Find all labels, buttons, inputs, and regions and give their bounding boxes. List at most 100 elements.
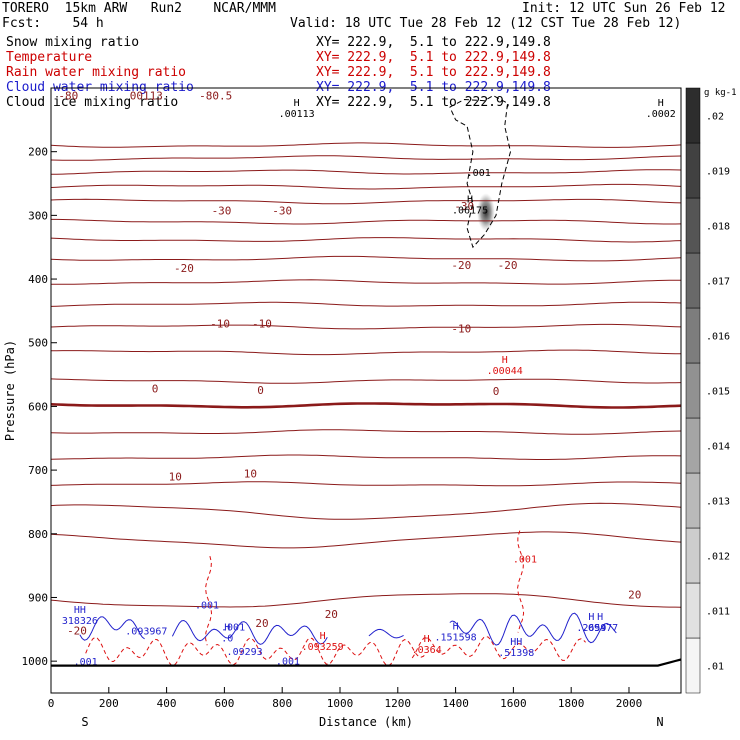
maximum-label: H <box>224 623 230 634</box>
maximum-label: H <box>467 195 473 206</box>
field-temperature-xy: XY= 222.9, 5.1 to 222.9,149.8 <box>316 50 551 65</box>
top-contour-label: 00113 <box>130 90 163 103</box>
colorbar-units: g kg-1 <box>704 88 737 98</box>
temperature-contour <box>50 349 682 356</box>
temperature-contour <box>50 481 682 487</box>
temperature-contour <box>50 402 682 409</box>
y-axis-title: Pressure (hPa) <box>3 340 17 441</box>
maximum-label: .00044 <box>487 366 523 377</box>
temperature-contour <box>50 593 682 608</box>
temperature-contour <box>50 301 682 307</box>
temperature-contour <box>50 502 682 520</box>
temperature-contour <box>50 142 682 148</box>
x-tick-label: 200 <box>99 697 119 710</box>
field-cloud-ice-xy: XY= 222.9, 5.1 to 222.9,149.8 <box>316 95 551 110</box>
temperature-label: 20 <box>628 588 641 601</box>
maximum-label: .0364 <box>412 645 442 656</box>
temperature-contour <box>50 237 682 243</box>
colorbar-segment <box>685 307 701 364</box>
maximum-label: .0002 <box>646 109 676 120</box>
maximum-label: .06175 <box>452 206 488 217</box>
colorbar-tick-label: .014 <box>706 442 730 453</box>
colorbar-tick-label: .015 <box>706 387 730 398</box>
colorbar-segment <box>685 527 701 584</box>
colorbar-segment <box>685 417 701 474</box>
maximum-label: .001 <box>513 554 537 565</box>
rain-plume <box>204 555 213 646</box>
temperature-label: 20 <box>255 617 268 630</box>
x-tick-label: 1400 <box>442 697 469 710</box>
temperature-label: -20 <box>451 259 471 272</box>
maximum-label: .151598 <box>435 632 477 643</box>
y-tick-label: 600 <box>28 400 48 413</box>
temperature-label: 10 <box>244 467 257 480</box>
header-line1-right: Init: 12 UTC Sun 26 Feb 12 <box>522 1 726 16</box>
field-rain-xy: XY= 222.9, 5.1 to 222.9,149.8 <box>316 65 551 80</box>
rain-contour <box>85 636 426 667</box>
maximum-label: HH <box>74 605 86 616</box>
colorbar-segment <box>685 582 701 639</box>
maximum-label: .001 <box>221 623 245 634</box>
x-tick-label: 1000 <box>327 697 354 710</box>
maximum-label: .2659 <box>576 623 606 634</box>
colorbar-segment <box>685 637 701 694</box>
top-contour-label: -80.5 <box>199 90 232 103</box>
temperature-contour <box>50 155 682 161</box>
temperature-label: 0 <box>257 384 264 397</box>
temperature-label: -20 <box>498 259 518 272</box>
maximum-label: 318326 <box>62 616 98 627</box>
colorbar-tick-label: .018 <box>706 222 730 233</box>
cloud-water-contour <box>368 628 404 639</box>
maximum-label: .093967 <box>125 626 167 637</box>
maximum-label: .51398 <box>498 648 534 659</box>
x-tick-label: 400 <box>157 697 177 710</box>
colorbar-segment <box>685 252 701 309</box>
header-line2-left: Fcst: 54 h <box>2 16 104 31</box>
temperature-contour <box>50 429 682 435</box>
colorbar-segment <box>685 362 701 419</box>
temperature-contour <box>50 169 682 175</box>
temperature-label: 0 <box>493 385 500 398</box>
y-tick-label: 400 <box>28 273 48 286</box>
temperature-label: 20 <box>325 608 338 621</box>
temperature-contour <box>51 218 682 225</box>
x-axis-title: Distance (km) <box>319 715 413 729</box>
temperature-label: 10 <box>169 470 182 483</box>
maximum-label: H <box>658 98 664 109</box>
maximum-label: .001 <box>74 657 98 668</box>
maximum-label: H <box>502 355 508 366</box>
colorbar-tick-label: .012 <box>706 552 730 563</box>
y-tick-label: 300 <box>28 209 48 222</box>
colorbar-segment <box>685 197 701 254</box>
maximum-label: HH <box>510 637 522 648</box>
plot-frame <box>50 87 682 694</box>
terrain-line <box>51 658 682 667</box>
maximum-label: .001 <box>195 600 219 611</box>
maximum-label: .001 <box>276 656 300 667</box>
temperature-contour <box>50 531 682 549</box>
maximum-label: H <box>320 631 326 642</box>
rain-plume <box>517 530 525 633</box>
x-tick-label: 1200 <box>385 697 412 710</box>
y-tick-label: 700 <box>28 464 48 477</box>
colorbar-tick-label: .013 <box>706 497 730 508</box>
maximum-label: .093259 <box>302 642 344 653</box>
rain-contour <box>411 635 586 661</box>
y-tick-label: 500 <box>28 337 48 350</box>
maximum-label: H <box>424 634 430 645</box>
maximum-label: .09293 <box>227 647 263 658</box>
cloud-ice-contour <box>449 95 512 249</box>
temperature-contour <box>50 323 682 330</box>
field-snow-xy: XY= 222.9, 5.1 to 222.9,149.8 <box>316 35 551 50</box>
temperature-label: -20 <box>174 262 194 275</box>
top-contour-label: -80 <box>58 90 78 103</box>
temperature-contour <box>50 255 682 262</box>
temperature-contour <box>50 183 682 190</box>
header-line1-left: TORERO 15km ARW Run2 NCAR/MMM <box>2 1 276 16</box>
x-tick-label: 800 <box>272 697 292 710</box>
x-tick-label: 600 <box>214 697 234 710</box>
colorbar-tick-label: .02 <box>706 112 724 123</box>
x-tick-label: 2000 <box>616 697 643 710</box>
header-line2-right: Valid: 18 UTC Tue 28 Feb 12 (12 CST Tue … <box>290 16 682 31</box>
colorbar-tick-label: .01 <box>706 662 724 673</box>
